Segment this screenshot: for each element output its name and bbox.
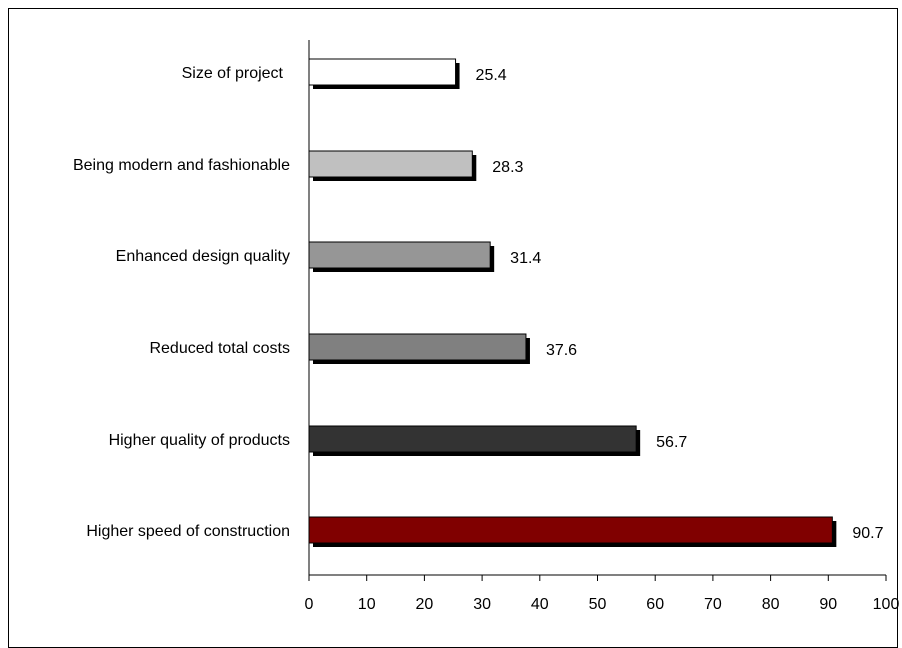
category-label: Being modern and fashionable	[73, 157, 290, 174]
x-tick-label: 60	[646, 596, 664, 613]
data-label: 56.7	[656, 434, 687, 451]
data-label: 25.4	[476, 67, 507, 84]
x-tick-label: 50	[589, 596, 607, 613]
x-tick-label: 30	[473, 596, 491, 613]
category-labels: 25.4 Size of project 28.3 Being modern and …	[73, 65, 884, 542]
data-label: 28.3	[492, 159, 523, 176]
data-label: 37.6	[546, 342, 577, 359]
bar	[308, 516, 833, 544]
data-label: 90.7	[852, 525, 883, 542]
bar-chart: 0 10 20 30 40 50 60 70 80 90 100 25.4 Size of proje…	[73, 40, 900, 613]
bar	[308, 425, 637, 453]
bar	[308, 150, 473, 178]
category-label: Reduced total costs	[149, 340, 290, 357]
data-label: 31.4	[510, 250, 541, 267]
x-tick-label: 80	[762, 596, 780, 613]
x-tick-label: 10	[358, 596, 376, 613]
x-tick-label: 40	[531, 596, 549, 613]
category-label: Higher quality of products	[109, 432, 290, 449]
x-axis: 0 10 20 30 40 50 60 70 80 90 100	[305, 40, 900, 613]
bar	[308, 58, 457, 86]
x-tick-label: 20	[416, 596, 434, 613]
x-tick-label: 100	[873, 596, 900, 613]
category-label: Size of project	[182, 65, 284, 82]
category-label: Higher speed of construction	[86, 523, 290, 540]
bars-layer	[308, 58, 837, 547]
x-tick-label: 0	[305, 596, 314, 613]
bar	[308, 333, 527, 361]
x-tick-label: 90	[819, 596, 837, 613]
bar	[308, 241, 491, 269]
x-tick-label: 70	[704, 596, 722, 613]
category-label: Enhanced design quality	[116, 248, 290, 265]
